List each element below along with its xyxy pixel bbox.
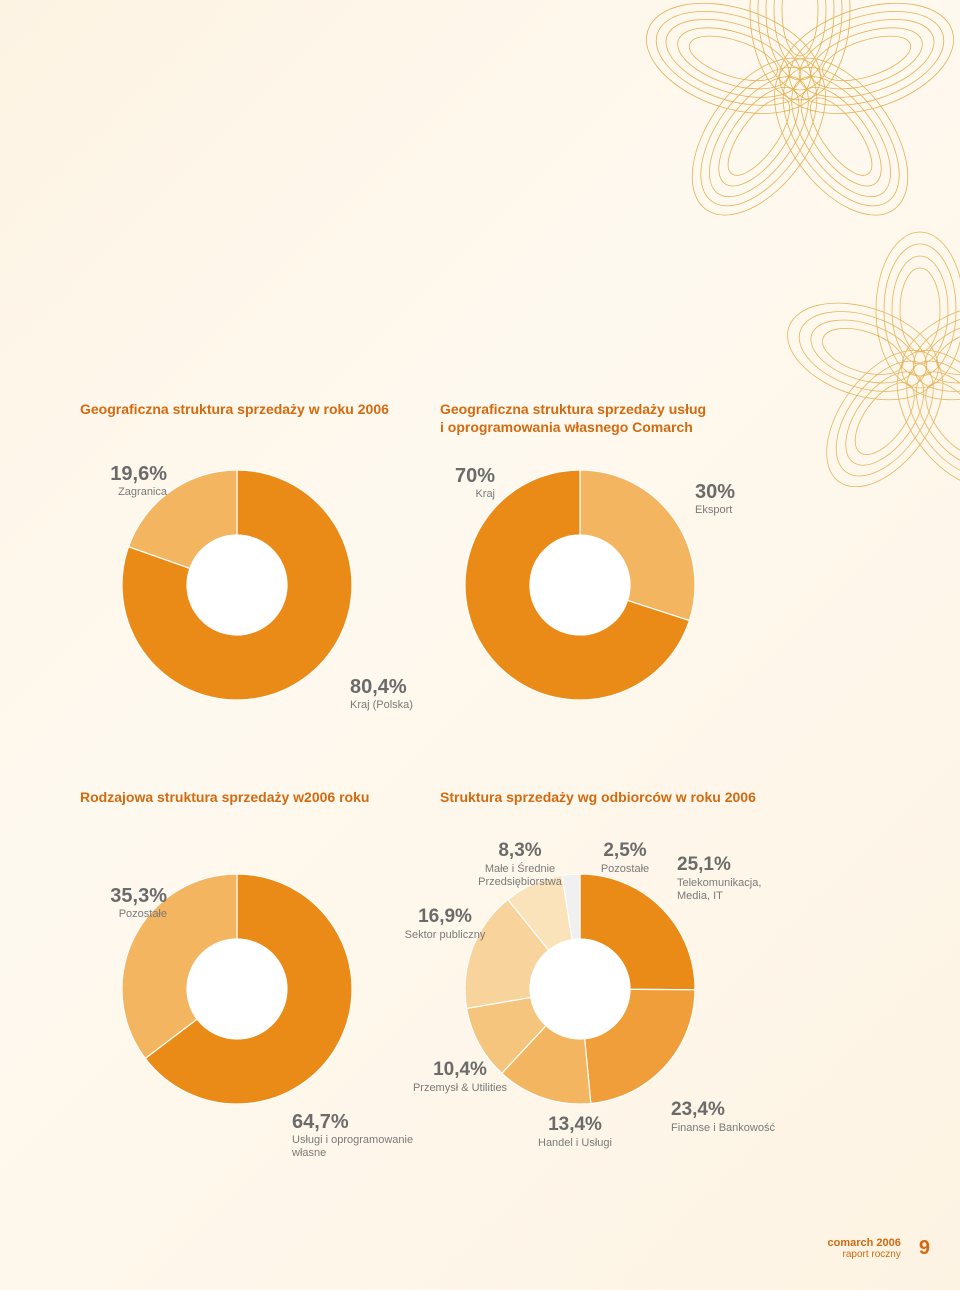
label-kraj: 70% Kraj [435,464,495,501]
pct: 35,3% [77,884,167,908]
pct: 13,4% [520,1114,630,1137]
chart-title: Geograficzna struktura sprzedaży w roku … [80,400,460,418]
name: Telekomunikacja, Media, IT [677,877,817,903]
pct: 64,7% [292,1110,452,1134]
footer-sub: raport roczny [827,1249,900,1260]
pct: 25,1% [677,854,817,877]
chart-title: Struktura sprzedaży wg odbiorców w roku … [440,788,920,806]
title-line1: Geograficzna struktura sprzedaży usług [440,401,706,417]
page-number: 9 [919,1237,930,1260]
page-footer: comarch 2006 raport roczny 9 [827,1237,930,1260]
donut-chart [465,470,695,700]
title-line2: i oprogramowania własnego Comarch [440,419,693,435]
label-msp: 8,3% Małe i Średnie Przedsiębiorstwa [455,840,585,889]
label-przemysl: 10,4% Przemysł & Utilities [395,1059,525,1095]
label-uslugi: 64,7% Usługi i oprogramowanie własne [292,1110,452,1160]
chart-title: Rodzajowa struktura sprzedaży w2006 roku [80,788,460,806]
pct: 80,4% [350,675,413,699]
pct: 19,6% [77,462,167,486]
pct: 16,9% [390,906,500,929]
footer-brand: comarch 2006 [827,1237,900,1249]
label-pozostale4: 2,5% Pozostałe [585,840,665,876]
name: Zagranica [77,486,167,499]
name: Finanse i Bankowość [671,1122,821,1135]
name: Sektor publiczny [390,929,500,942]
donut-chart [122,470,352,700]
chart-sales-by-customer: Struktura sprzedaży wg odbiorców w roku … [440,788,920,1104]
pct: 30% [695,480,735,504]
chart-geographic-sales: Geograficzna struktura sprzedaży w roku … [80,400,460,700]
label-kraj-polska: 80,4% Kraj (Polska) [350,675,413,712]
label-telekom: 25,1% Telekomunikacja, Media, IT [677,854,817,903]
label-pozostale: 35,3% Pozostałe [77,884,167,921]
name: Eksport [695,504,735,517]
name: Przemysł & Utilities [395,1082,525,1095]
name: Kraj (Polska) [350,699,413,712]
chart-title: Geograficzna struktura sprzedaży usług i… [440,400,860,436]
name: Usługi i oprogramowanie własne [292,1134,452,1160]
pct: 10,4% [395,1059,525,1082]
pct: 8,3% [455,840,585,863]
name: Kraj [435,488,495,501]
pct: 23,4% [671,1099,821,1122]
pct: 2,5% [585,840,665,863]
pct: 70% [435,464,495,488]
name: Małe i Średnie Przedsiębiorstwa [455,863,585,889]
label-handel: 13,4% Handel i Usługi [520,1114,630,1150]
label-finanse: 23,4% Finanse i Bankowość [671,1099,821,1135]
label-zagranica: 19,6% Zagranica [77,462,167,499]
chart-sales-type: Rodzajowa struktura sprzedaży w2006 roku… [80,788,460,1104]
name: Pozostałe [585,863,665,876]
name: Pozostałe [77,908,167,921]
label-sektor: 16,9% Sektor publiczny [390,906,500,942]
label-eksport: 30% Eksport [695,480,735,517]
flower-decoration-top [600,0,960,290]
name: Handel i Usługi [520,1137,630,1150]
chart-geographic-services: Geograficzna struktura sprzedaży usług i… [440,400,860,700]
